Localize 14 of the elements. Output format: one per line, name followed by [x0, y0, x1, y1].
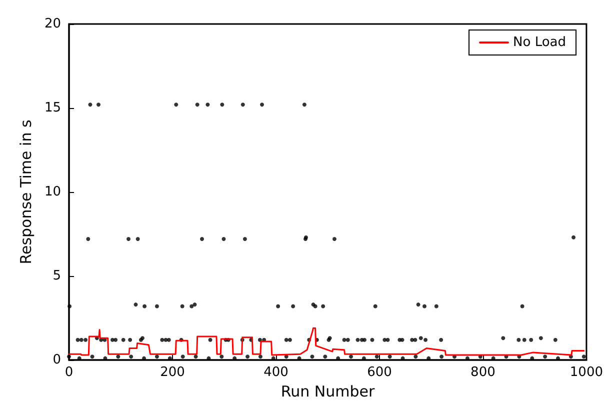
- y-tick-label: 20: [44, 16, 61, 32]
- y-axis-title: Response Time in s: [17, 120, 36, 264]
- y-tick-label: 10: [44, 184, 61, 200]
- legend-label: No Load: [513, 35, 566, 50]
- y-tick-label: 15: [44, 100, 61, 116]
- x-tick-label: 800: [470, 365, 496, 380]
- x-tick-label: 1000: [570, 365, 604, 380]
- x-tick-label: 400: [264, 365, 288, 380]
- x-axis-title: Run Number: [280, 382, 376, 400]
- y-tick-label: 0: [52, 352, 61, 368]
- x-tick-label: 0: [64, 365, 74, 380]
- y-tick-label: 5: [52, 268, 61, 284]
- x-tick-label: 600: [367, 365, 392, 380]
- x-tick-label: 200: [160, 365, 185, 380]
